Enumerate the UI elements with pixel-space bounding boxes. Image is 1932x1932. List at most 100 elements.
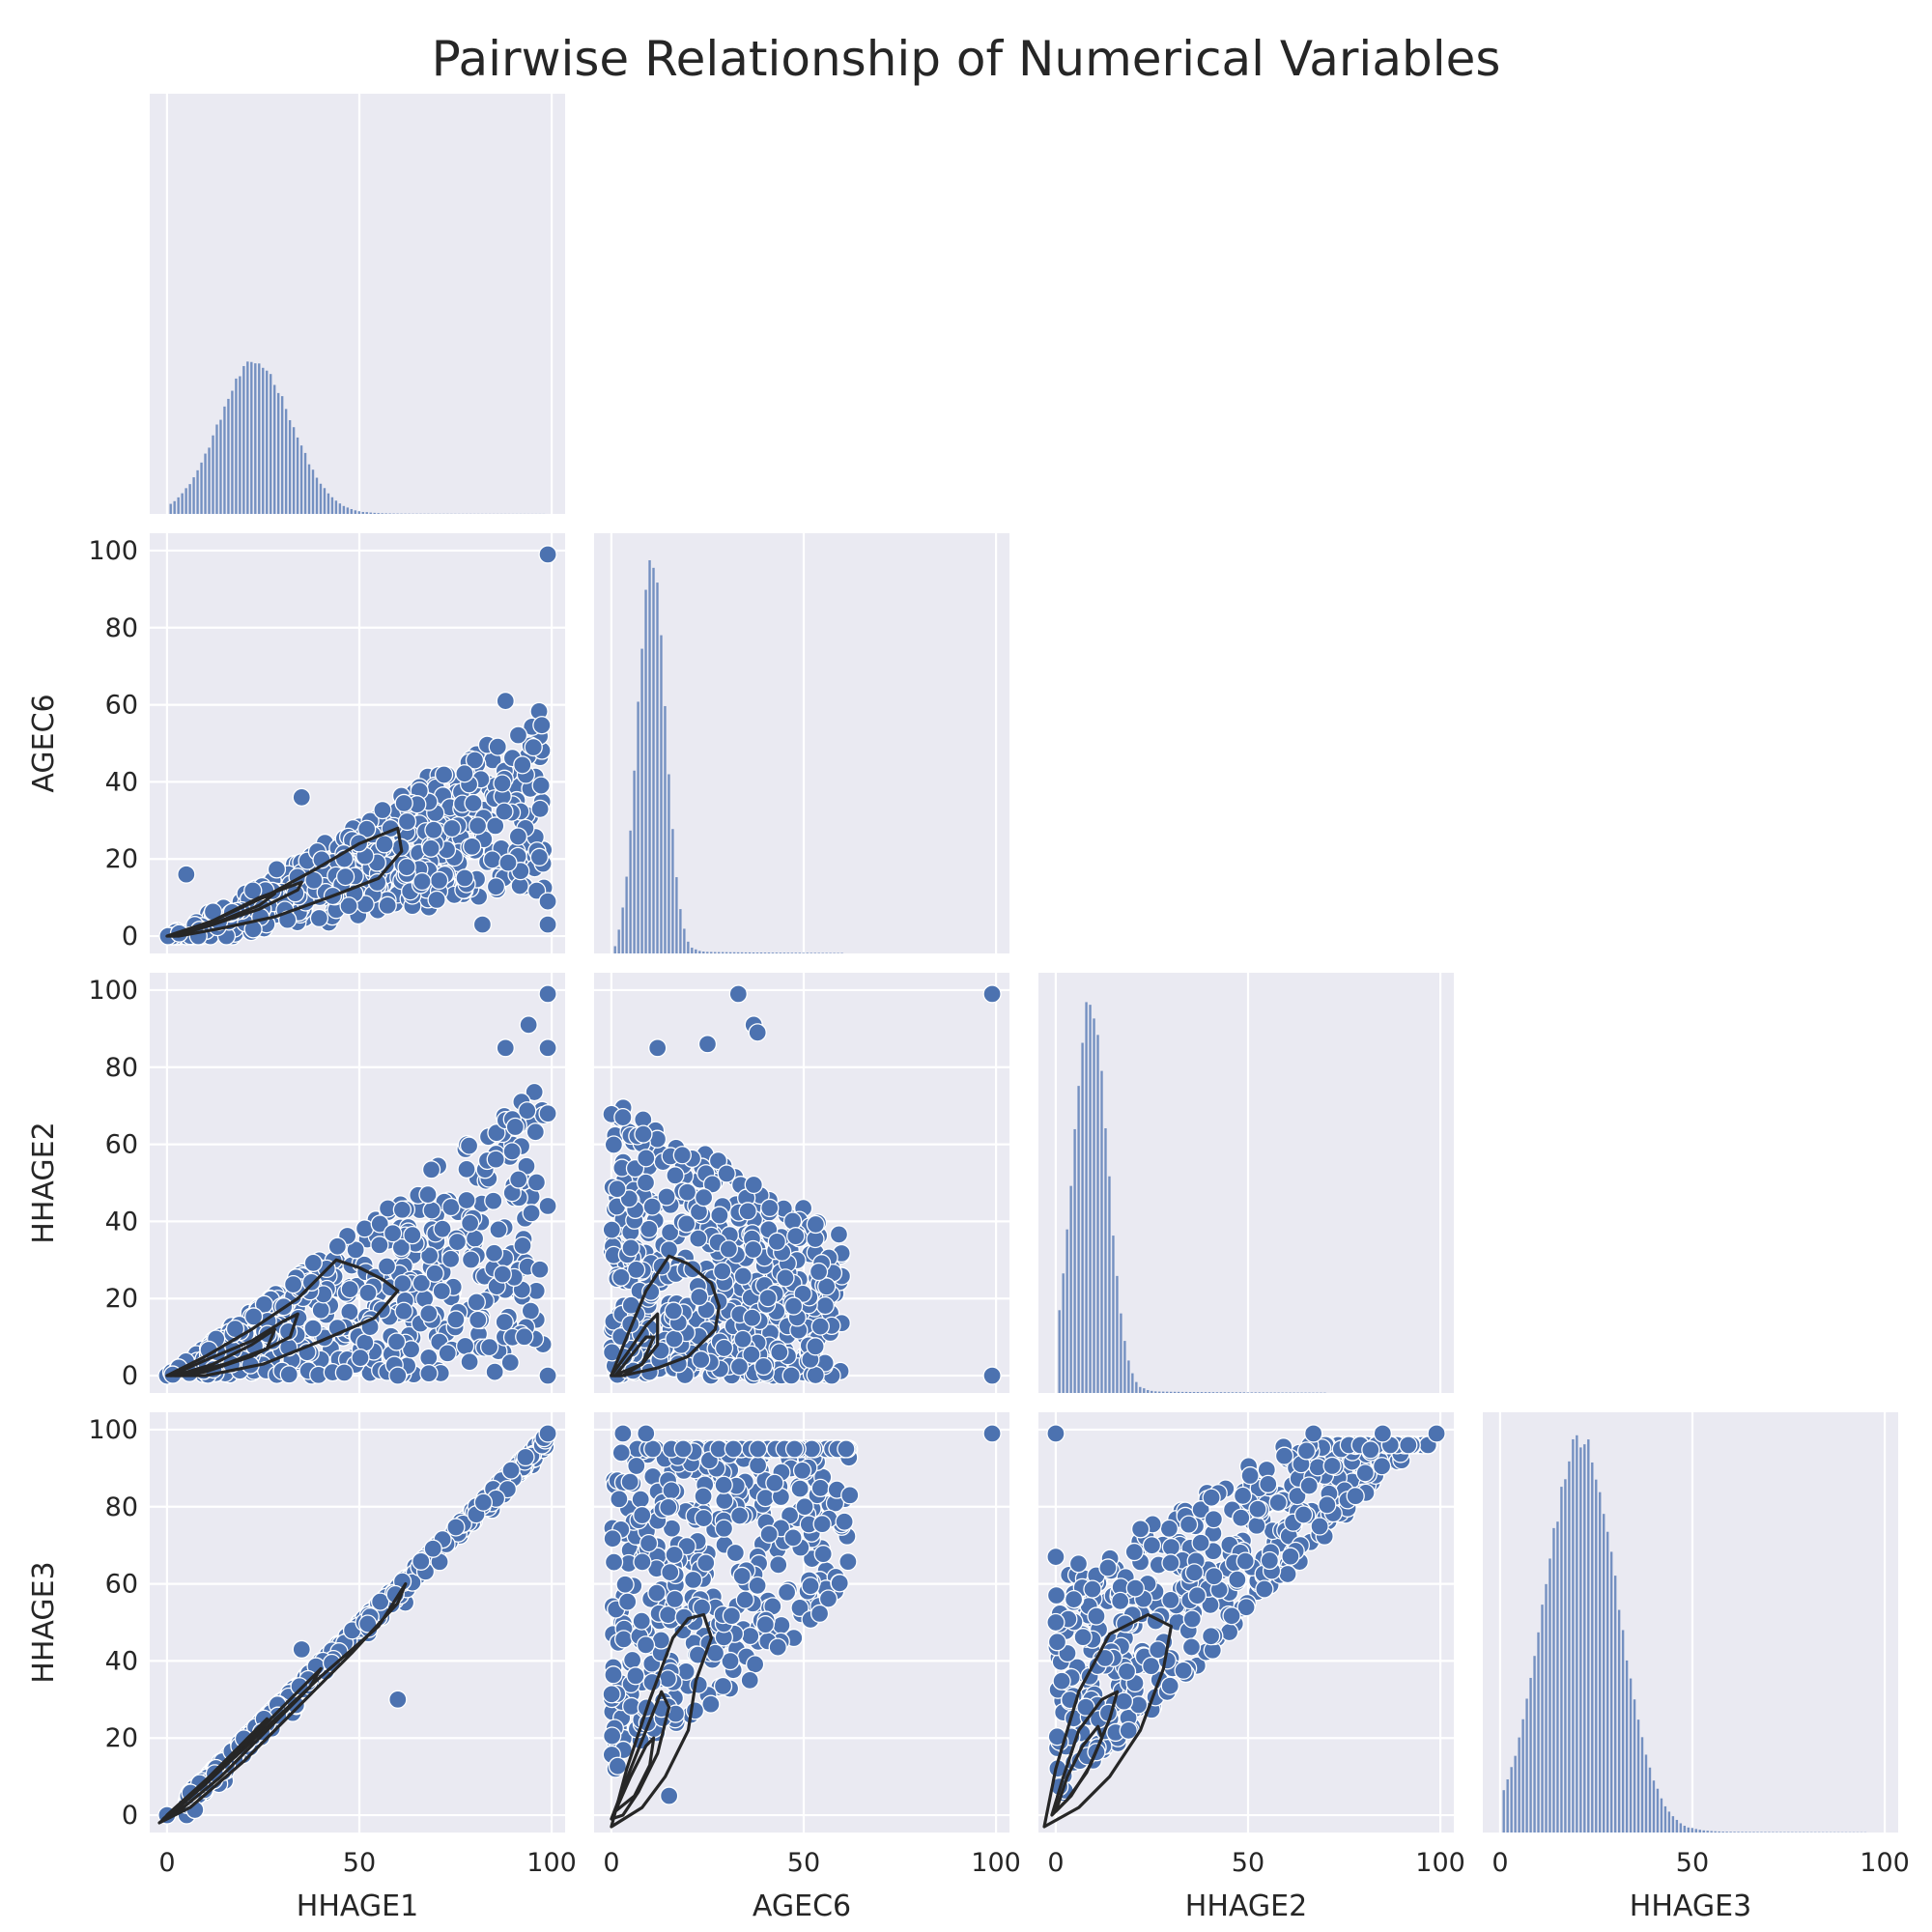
scatter-point [1179, 1515, 1199, 1534]
scatter-point [1361, 1440, 1380, 1460]
y-tick-label: 0 [122, 1801, 138, 1831]
scatter-point [446, 1518, 466, 1537]
scatter-point [1111, 1591, 1130, 1611]
scatter-point [1202, 1488, 1221, 1507]
scatter-point [729, 1357, 750, 1377]
scatter-point [639, 1219, 659, 1238]
histogram-bar [1158, 1391, 1161, 1393]
scatter-point [1247, 1516, 1266, 1535]
y-tick-label: 80 [105, 1492, 138, 1522]
scatter-point [1160, 1676, 1179, 1695]
scatter-point [768, 1637, 787, 1657]
histogram-bar [1652, 1780, 1656, 1833]
x-tick-label: 0 [1492, 1848, 1508, 1878]
scatter-point [760, 1198, 780, 1218]
scatter-point [714, 1519, 734, 1538]
scatter-point [508, 827, 528, 846]
scatter-point [1268, 1492, 1288, 1513]
histogram-bar [1510, 1767, 1513, 1833]
scatter-point [442, 818, 462, 838]
histogram-bar [1162, 1391, 1165, 1393]
scatter-point [1098, 1558, 1118, 1577]
x-tick-label: 100 [526, 1848, 577, 1878]
scatter-point [502, 1142, 522, 1161]
histogram-bar [1698, 1830, 1701, 1833]
histogram-bar [625, 876, 628, 953]
scatter-point [1346, 1487, 1365, 1506]
histogram-bar [1702, 1830, 1705, 1833]
scatter-point [701, 1694, 721, 1714]
panel-background [1483, 1412, 1898, 1833]
scatter-point [493, 1264, 512, 1284]
scatter-point [613, 1630, 634, 1649]
scatter-point [1181, 1637, 1202, 1657]
scatter-point [615, 1575, 635, 1594]
histogram-bar [1714, 1831, 1717, 1833]
scatter-point [489, 1220, 508, 1239]
histogram-bar [1112, 1236, 1115, 1393]
scatter-point [769, 1555, 788, 1575]
scatter-point [619, 1189, 639, 1208]
scatter-point [412, 1551, 431, 1571]
scatter-point [531, 776, 551, 795]
scatter-point [637, 1424, 656, 1443]
scatter-point [1233, 1486, 1253, 1506]
scatter-point [659, 1497, 678, 1518]
scatter-point [513, 755, 532, 775]
histogram-bar [1151, 1390, 1153, 1393]
scatter-point [488, 737, 507, 756]
histogram-bar [782, 952, 786, 953]
histogram-bar [354, 510, 356, 514]
scatter-point [486, 877, 506, 896]
histogram-bar [250, 361, 253, 514]
histogram-bar [1147, 1389, 1150, 1393]
scatter-point [659, 1786, 679, 1805]
scatter-point [1124, 1542, 1144, 1562]
scatter-point [714, 1338, 734, 1358]
scatter-point [455, 764, 474, 783]
panel-content [1042, 1424, 1446, 1829]
scatter-point [427, 890, 446, 910]
scatter-point [403, 1225, 422, 1245]
histogram-bar [775, 952, 779, 953]
x-tick-label: 50 [787, 1848, 820, 1878]
histogram-bar [327, 493, 330, 514]
histogram-bar [1104, 1127, 1107, 1393]
panel-content [169, 361, 546, 514]
histogram-bar [1254, 1392, 1257, 1393]
y-tick-label: 0 [122, 922, 138, 952]
scatter-point [279, 1365, 298, 1384]
scatter-point [608, 1179, 627, 1199]
histogram-bar [254, 363, 257, 514]
histogram-bar [617, 929, 620, 953]
panel-hhage2-vs-hhage3 [1038, 1412, 1454, 1833]
scatter-point [742, 1345, 761, 1364]
scatter-point [790, 1479, 810, 1498]
scatter-point [484, 1243, 504, 1263]
histogram-bar [721, 952, 724, 953]
histogram-bar [794, 952, 798, 953]
histogram-bar [1177, 1391, 1180, 1393]
scatter-point [661, 1562, 680, 1582]
scatter-point [1274, 1446, 1294, 1465]
scatter-point [538, 1196, 557, 1216]
histogram-bar [1721, 1832, 1724, 1833]
histogram-bar [1196, 1392, 1200, 1393]
scatter-point [346, 1240, 365, 1260]
scatter-point [422, 1201, 441, 1220]
histogram-bar [357, 511, 360, 514]
histogram-bar [1242, 1392, 1245, 1393]
scatter-point [786, 1227, 806, 1246]
histogram-bar [1250, 1392, 1253, 1393]
histogram-bar [1690, 1828, 1693, 1833]
histogram-bar [1545, 1583, 1548, 1833]
y-tick-label: 20 [105, 844, 138, 874]
scatter-point [1222, 1606, 1241, 1626]
histogram-bar [1537, 1632, 1540, 1833]
scatter-point [283, 1274, 303, 1294]
scatter-point [658, 1669, 677, 1689]
scatter-point [495, 802, 514, 821]
panel-background [150, 94, 565, 514]
histogram-bar [1591, 1462, 1594, 1833]
scatter-point [755, 1615, 775, 1634]
